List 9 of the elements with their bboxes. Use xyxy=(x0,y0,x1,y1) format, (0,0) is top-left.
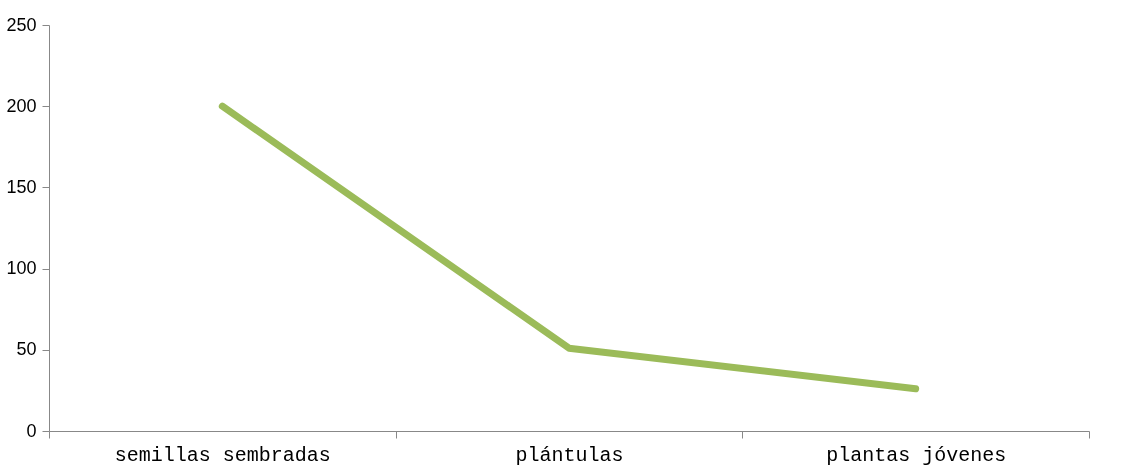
y-tick-label: 250 xyxy=(6,14,37,35)
x-tick-label: plántulas xyxy=(515,443,624,467)
x-tick-label: plantas jóvenes xyxy=(826,443,1007,467)
x-tick-label: semillas sembradas xyxy=(114,443,331,467)
y-tick-label: 100 xyxy=(6,258,37,279)
y-tick-label: 0 xyxy=(26,420,37,441)
y-tick-label: 150 xyxy=(6,176,37,197)
y-tick-label: 50 xyxy=(16,339,37,360)
y-tick-label: 200 xyxy=(6,95,37,116)
